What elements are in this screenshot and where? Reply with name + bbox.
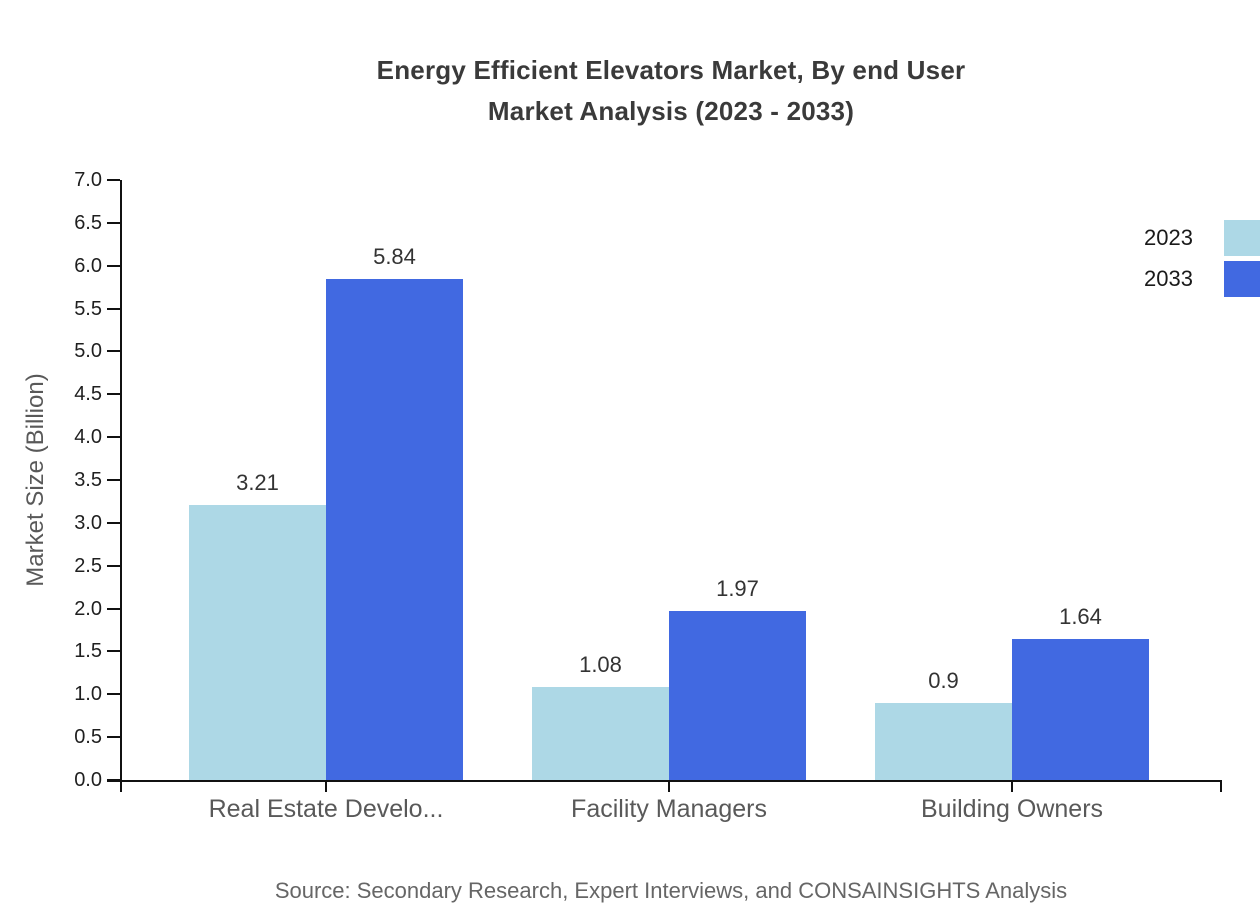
x-tick (1011, 780, 1013, 792)
y-tick-label: 4.5 (74, 383, 102, 406)
x-axis-line (107, 780, 1222, 782)
y-tick-label: 1.5 (74, 640, 102, 663)
y-tick-label: 0.5 (74, 726, 102, 749)
legend-swatch-2033 (1224, 261, 1260, 297)
y-tick (107, 521, 120, 524)
category-label: Building Owners (920, 795, 1104, 823)
y-tick-label: 5.0 (74, 340, 102, 363)
category-label: Real Estate Develo... (208, 795, 444, 823)
bar-value-label: 1.97 (716, 576, 759, 602)
chart-title-line2: Market Analysis (2023 - 2033) (487, 96, 855, 126)
y-tick (107, 650, 120, 653)
y-tick (107, 264, 120, 267)
x-tick (325, 780, 327, 792)
bar-value-label: 5.84 (373, 244, 416, 270)
y-tick-label: 1.0 (74, 683, 102, 706)
y-axis-line (120, 180, 122, 792)
chart-title-line1: Energy Efficient Elevators Market, By en… (376, 55, 966, 85)
category-label: Facility Managers (571, 795, 767, 823)
y-tick (107, 393, 120, 396)
y-tick (107, 350, 120, 353)
x-tick (668, 780, 670, 792)
legend-item-2033: 2033 (1144, 261, 1260, 297)
y-tick (107, 479, 120, 481)
y-tick-label: 3.0 (74, 511, 102, 534)
bar-2023-1 (189, 504, 326, 780)
y-tick-label: 5.5 (74, 297, 102, 320)
y-tick (107, 564, 120, 567)
y-tick (107, 221, 120, 224)
y-tick (107, 736, 120, 739)
y-tick (107, 179, 120, 181)
legend-label-2033: 2033 (1144, 266, 1193, 291)
chart-title: Energy Efficient Elevators Market, By en… (120, 50, 1222, 132)
y-tick-label: 7.0 (74, 169, 102, 191)
y-tick-label: 6.5 (74, 211, 102, 234)
bar-value-label: 0.9 (928, 667, 959, 693)
bar-value-label: 1.08 (579, 652, 622, 678)
bar-value-label: 3.21 (236, 469, 279, 495)
x-axis-end-tick (1220, 780, 1222, 792)
bar-2033-2 (669, 611, 806, 780)
legend-swatch-2023 (1224, 220, 1260, 256)
y-tick-label: 2.0 (74, 597, 102, 620)
bar-2033-1 (326, 279, 463, 780)
bar-2023-3 (875, 702, 1012, 780)
bar-value-label: 1.64 (1059, 604, 1102, 630)
y-tick (107, 607, 120, 610)
y-tick (107, 436, 120, 439)
source-note: Source: Secondary Research, Expert Inter… (274, 878, 1068, 903)
y-tick-label: 4.0 (74, 426, 102, 449)
bar-2033-3 (1012, 639, 1149, 780)
y-tick-label: 0.0 (74, 769, 102, 791)
y-tick-label: 6.0 (74, 254, 102, 277)
legend-label-2023: 2023 (1144, 225, 1193, 250)
legend: 2023 2033 (1144, 220, 1260, 297)
y-tick-label: 2.5 (74, 554, 102, 577)
y-tick (107, 693, 120, 696)
legend-item-2023: 2023 (1144, 220, 1260, 256)
bar-2023-2 (532, 687, 669, 780)
y-tick-label: 3.5 (74, 469, 102, 491)
y-tick (107, 307, 120, 310)
